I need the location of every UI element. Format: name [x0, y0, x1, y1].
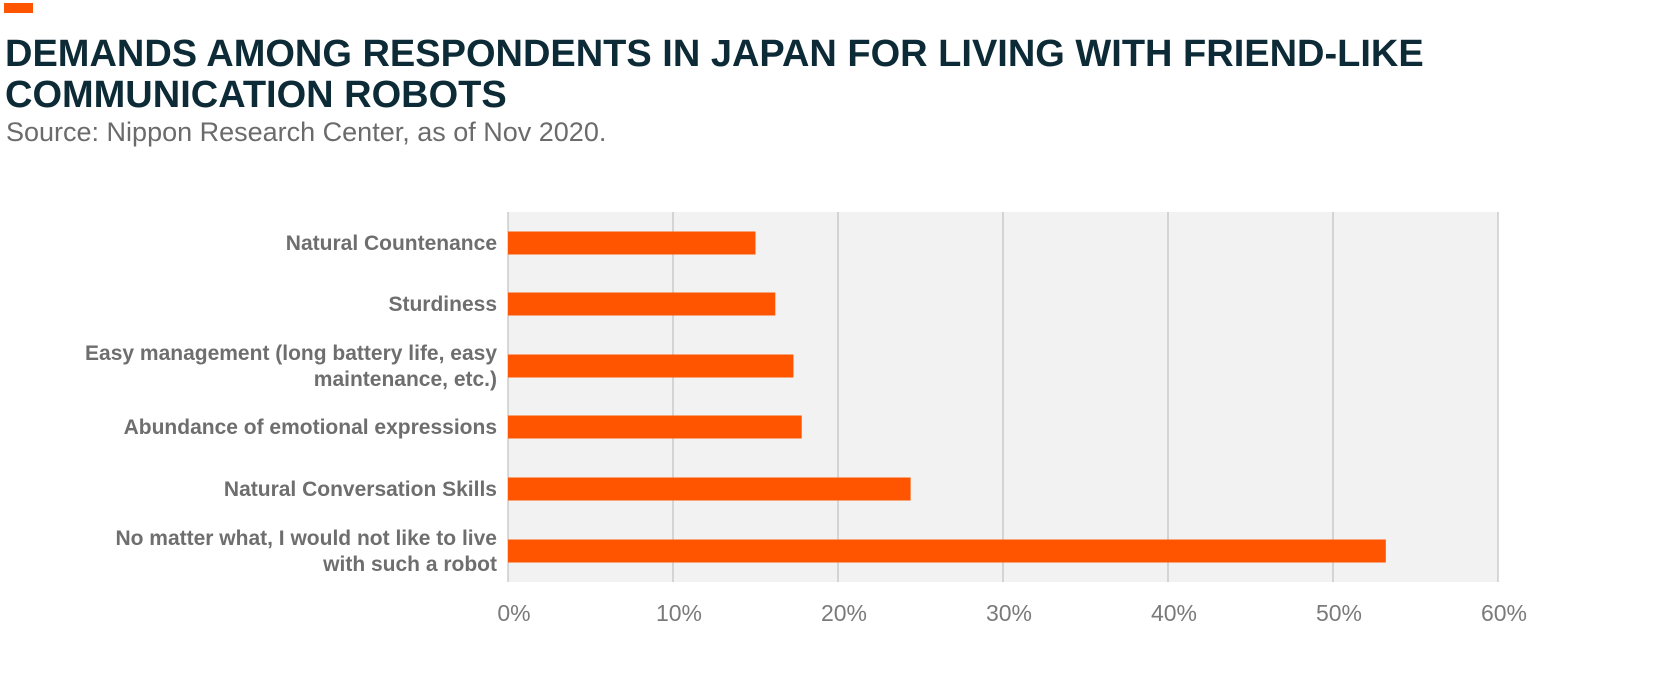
category-label-3: Easy management (long battery life, easy… [85, 342, 497, 391]
x-tick-labels: 0% 10% 20% 30% 40% 50% 60% [497, 600, 1527, 626]
chart-title: DEMANDS AMONG RESPONDENTS IN JAPAN FOR L… [5, 33, 1424, 116]
x-tick-label-30: 30% [986, 600, 1032, 626]
category-label-6: No matter what, I would not like to live… [115, 527, 497, 576]
chart-source: Source: Nippon Research Center, as of No… [6, 117, 607, 147]
bar-5 [508, 477, 911, 501]
category-label-2: Sturdiness [388, 293, 497, 316]
bar-2 [508, 292, 776, 316]
bar-6 [508, 539, 1386, 563]
x-tick-label-0: 0% [497, 600, 530, 626]
x-tick-label-60: 60% [1481, 600, 1527, 626]
x-tick-label-50: 50% [1316, 600, 1362, 626]
bar-1 [508, 231, 756, 255]
gridlines [507, 212, 1499, 582]
accent-bar [4, 3, 33, 13]
bars [508, 231, 1386, 563]
bar-4 [508, 415, 802, 439]
category-label-5: Natural Conversation Skills [224, 478, 497, 501]
category-label-1: Natural Countenance [286, 232, 497, 255]
x-tick-label-20: 20% [821, 600, 867, 626]
category-label-4: Abundance of emotional expressions [124, 416, 497, 439]
category-labels: Natural Countenance Sturdiness Easy manage… [85, 232, 497, 576]
x-tick-label-40: 40% [1151, 600, 1197, 626]
bar-3 [508, 354, 794, 378]
x-tick-label-10: 10% [656, 600, 702, 626]
